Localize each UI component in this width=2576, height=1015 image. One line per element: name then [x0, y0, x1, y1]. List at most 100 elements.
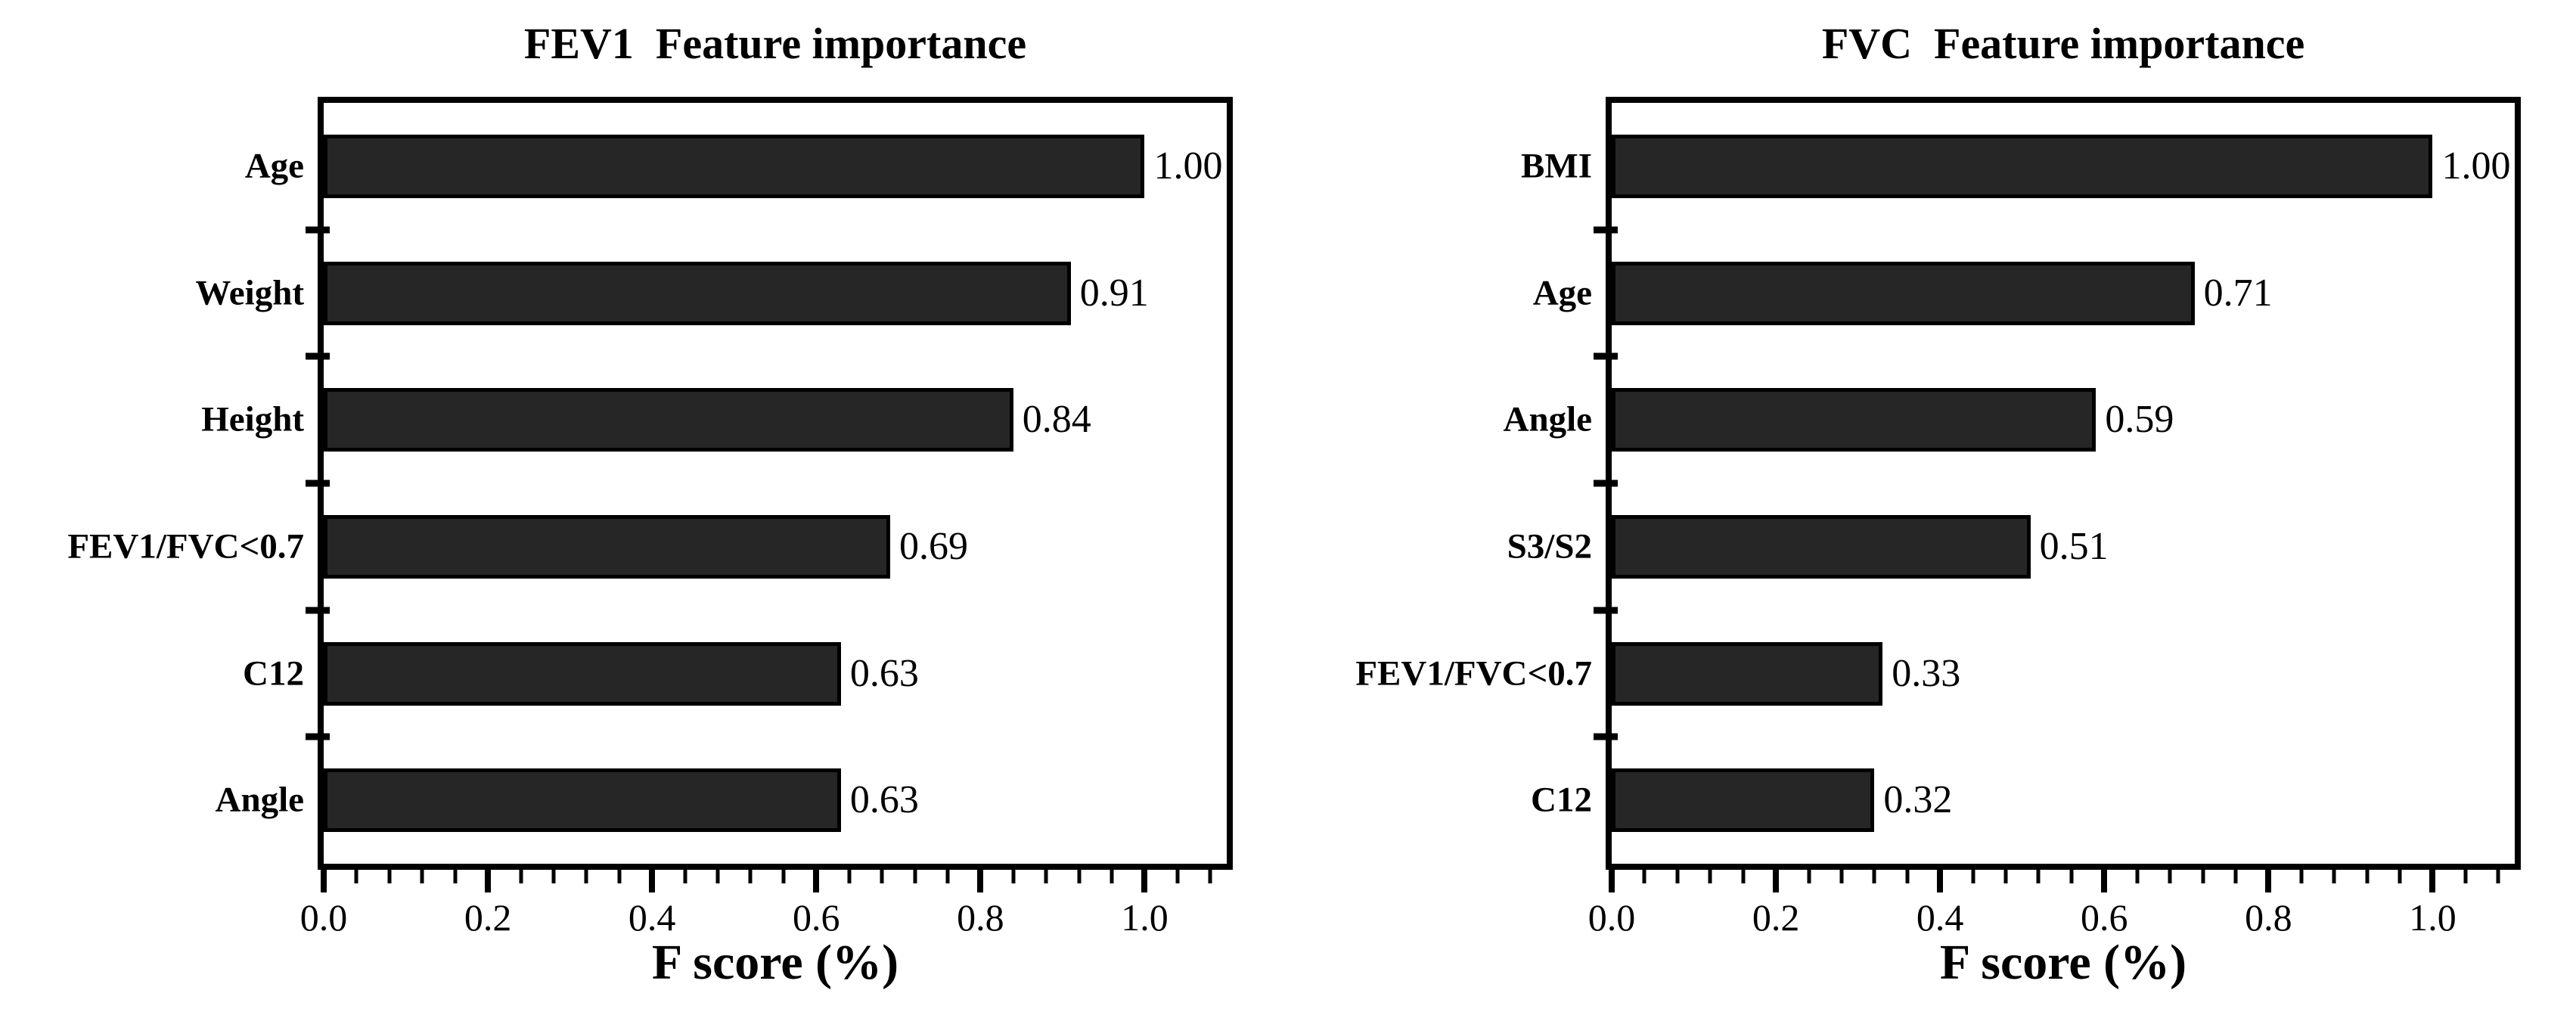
x-axis-major-tick: [1773, 870, 1780, 892]
bar-S3/S2: [1612, 514, 2031, 579]
x-axis-minor-tick: [683, 870, 687, 883]
bar-BMI: [1612, 134, 2433, 198]
x-axis-minor-tick: [2233, 870, 2238, 883]
bar-Angle: [1612, 388, 2096, 452]
y-axis-tick: [306, 352, 330, 360]
x-axis-minor-tick: [2069, 870, 2074, 883]
x-axis-tick-label: 0.6: [793, 896, 840, 939]
x-axis-minor-tick: [1839, 870, 1844, 883]
y-axis-tick: [1594, 733, 1618, 740]
bar-value-label: 0.32: [1883, 778, 1953, 822]
x-axis-minor-tick: [1175, 870, 1180, 883]
x-axis-minor-tick: [1807, 870, 1811, 883]
x-axis-minor-tick: [2168, 870, 2172, 883]
x-axis-minor-tick: [1208, 870, 1212, 883]
category-label: Height: [201, 399, 304, 439]
x-axis-label: F score (%): [651, 935, 899, 990]
bar-value-label: 0.63: [849, 651, 919, 695]
category-label: Weight: [195, 273, 304, 312]
x-axis-tick-label: 0.8: [957, 896, 1004, 939]
bar-FEV1/FVC<0.7: [1612, 641, 1883, 706]
x-axis-minor-tick: [1077, 870, 1082, 883]
x-axis-minor-tick: [2036, 870, 2041, 883]
x-axis-minor-tick: [781, 870, 786, 883]
bar-value-label: 0.59: [2105, 398, 2174, 442]
x-axis-minor-tick: [2003, 870, 2008, 883]
x-axis-major-tick: [813, 870, 820, 892]
x-axis-minor-tick: [2463, 870, 2468, 883]
bar-C12: [1612, 768, 1875, 833]
x-axis-minor-tick: [2332, 870, 2336, 883]
x-axis-major-tick: [1937, 870, 1944, 892]
category-label: BMI: [1521, 146, 1592, 186]
x-axis-minor-tick: [913, 870, 917, 883]
x-axis-tick-label: 1.0: [2409, 896, 2457, 939]
fev1-feature-importance-chart: FEV1 Feature importance 1.00 Age 0.91 Weigh…: [67, 19, 1233, 990]
y-axis-tick: [1594, 607, 1618, 614]
x-axis-minor-tick: [1741, 870, 1746, 883]
x-axis-minor-tick: [880, 870, 884, 883]
bar-Age: [324, 134, 1145, 198]
x-axis-label: F score (%): [1939, 935, 2187, 990]
chart-title: FEV1 Feature importance: [523, 19, 1027, 68]
bar-value-label: 0.91: [1079, 271, 1149, 315]
x-axis-minor-tick: [748, 870, 753, 883]
bar-value-label: 0.33: [1892, 651, 1961, 695]
bar-Weight: [324, 261, 1071, 325]
x-axis-tick-label: 0.8: [2245, 896, 2292, 939]
x-axis-tick-label: 0.6: [2081, 896, 2128, 939]
chart-title: FVC Feature importance: [1821, 19, 2305, 68]
x-axis-major-tick: [1141, 870, 1148, 892]
x-axis-minor-tick: [1642, 870, 1646, 883]
category-label: FEV1/FVC<0.7: [1355, 653, 1592, 693]
x-axis-tick-label: 0.2: [464, 896, 512, 939]
bar-Height: [324, 388, 1013, 452]
y-axis-tick: [306, 733, 330, 740]
bar-Age: [1612, 261, 2195, 325]
x-axis-major-tick: [649, 870, 656, 892]
bar-value-label: 0.84: [1022, 398, 1091, 442]
x-axis-minor-tick: [617, 870, 622, 883]
x-axis-tick-label: 1.0: [1121, 896, 1169, 939]
y-axis-tick: [1594, 226, 1618, 234]
bar-value-label: 1.00: [1153, 144, 1223, 188]
x-axis-major-tick: [2101, 870, 2108, 892]
bar-FEV1/FVC<0.7: [324, 514, 890, 579]
bar-Angle: [324, 768, 841, 833]
x-axis-minor-tick: [519, 870, 523, 883]
x-axis-major-tick: [1609, 870, 1615, 892]
bar-value-label: 0.51: [2039, 524, 2109, 568]
x-axis-major-tick: [2429, 870, 2436, 892]
bar-value-label: 1.00: [2441, 144, 2511, 188]
category-label: C12: [243, 653, 304, 693]
x-axis-minor-tick: [1905, 870, 1910, 883]
x-axis-minor-tick: [2135, 870, 2140, 883]
x-axis-minor-tick: [1110, 870, 1114, 883]
category-label: Angle: [215, 780, 305, 820]
x-axis-minor-tick: [2299, 870, 2304, 883]
plot-area: 1.00 Age 0.91 Weight 0.84 Height 0.69 FEV1/FVC<…: [67, 97, 1233, 936]
plot-area: 1.00 BMI 0.71 Age 0.59 Angle 0.51 S3/S2 0.33 FEV1…: [1355, 97, 2521, 936]
bar-C12: [324, 641, 841, 706]
category-label: Angle: [1503, 399, 1593, 439]
category-label: FEV1/FVC<0.7: [67, 526, 304, 566]
x-axis-minor-tick: [1971, 870, 1975, 883]
bar-value-label: 0.63: [849, 778, 919, 822]
x-axis-minor-tick: [387, 870, 392, 883]
x-axis-minor-tick: [847, 870, 852, 883]
x-axis-minor-tick: [1044, 870, 1048, 883]
y-axis-tick: [306, 226, 330, 234]
x-axis-tick-label: 0.0: [1587, 896, 1636, 939]
x-axis-tick-label: 0.4: [1916, 896, 1964, 939]
x-axis-minor-tick: [945, 870, 950, 883]
x-axis-major-tick: [2265, 870, 2272, 892]
x-axis-minor-tick: [584, 870, 588, 883]
x-axis-major-tick: [977, 870, 984, 892]
x-axis-minor-tick: [551, 870, 556, 883]
x-axis-minor-tick: [453, 870, 458, 883]
y-axis-tick: [1594, 352, 1618, 360]
x-axis-minor-tick: [2201, 870, 2205, 883]
y-axis-tick: [306, 480, 330, 487]
category-label: C12: [1531, 780, 1592, 820]
x-axis-minor-tick: [1708, 870, 1712, 883]
